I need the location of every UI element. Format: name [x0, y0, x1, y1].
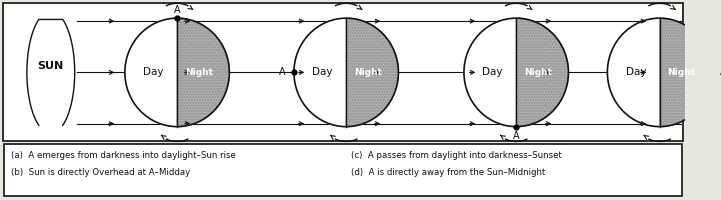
Text: A: A: [720, 67, 721, 77]
Text: A: A: [174, 5, 180, 15]
Text: (c): (c): [510, 143, 523, 153]
Text: Day: Day: [312, 67, 333, 77]
Text: Night: Night: [524, 68, 552, 77]
Polygon shape: [464, 18, 516, 127]
Text: (d)  A is directly away from the Sun–Midnight: (d) A is directly away from the Sun–Midn…: [351, 168, 545, 177]
Text: A: A: [279, 67, 286, 77]
Text: Day: Day: [626, 67, 646, 77]
Bar: [4, 144, 682, 196]
Polygon shape: [516, 18, 568, 127]
Polygon shape: [607, 18, 660, 127]
Polygon shape: [125, 18, 177, 127]
Text: (a)  A emerges from darkness into daylight–Sun rise: (a) A emerges from darkness into dayligh…: [11, 151, 236, 160]
Text: (d): (d): [653, 143, 666, 153]
Polygon shape: [294, 18, 346, 127]
Text: (b): (b): [340, 143, 353, 153]
Polygon shape: [177, 18, 229, 127]
Text: SUN: SUN: [37, 61, 64, 71]
Text: (c)  A passes from daylight into darkness–Sunset: (c) A passes from daylight into darkness…: [351, 151, 562, 160]
Text: (b)  Sun is directly Overhead at A–Midday: (b) Sun is directly Overhead at A–Midday: [11, 168, 190, 177]
Text: A: A: [513, 131, 520, 141]
Polygon shape: [660, 18, 712, 127]
Text: Night: Night: [185, 68, 213, 77]
Polygon shape: [346, 18, 399, 127]
Text: Day: Day: [143, 67, 164, 77]
Text: (a): (a): [170, 143, 184, 153]
Bar: [4, 3, 684, 141]
Polygon shape: [27, 19, 75, 125]
Text: Night: Night: [668, 68, 696, 77]
Text: Night: Night: [354, 68, 382, 77]
Text: Day: Day: [482, 67, 503, 77]
